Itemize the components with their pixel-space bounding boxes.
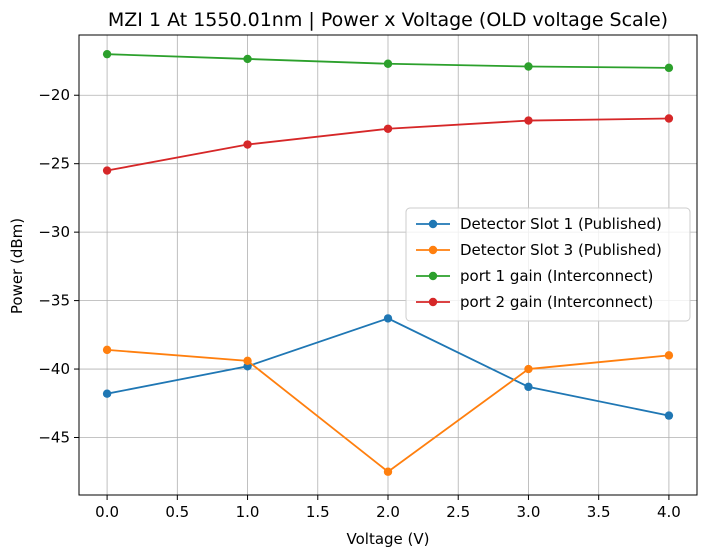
data-point bbox=[383, 124, 393, 133]
legend-marker bbox=[428, 219, 438, 229]
x-tick-label: 2.0 bbox=[376, 503, 400, 521]
x-axis-label: Voltage (V) bbox=[347, 530, 430, 548]
data-point bbox=[383, 59, 393, 68]
legend-marker bbox=[428, 271, 438, 281]
chart-title: MZI 1 At 1550.01nm | Power x Voltage (OL… bbox=[108, 9, 668, 31]
x-tick-label: 3.5 bbox=[587, 503, 611, 521]
legend-marker bbox=[428, 245, 438, 255]
plot-area: 0.0 0.5 1.0 1.5 2.0 2.5 3.0 3.5 4.0 −45 −40 −35 −30 −… bbox=[38, 34, 698, 521]
data-point bbox=[243, 356, 252, 366]
data-point bbox=[383, 314, 393, 323]
data-point bbox=[243, 140, 252, 149]
x-tick-label: 1.0 bbox=[236, 503, 260, 521]
legend-label: port 2 gain (Interconnect) bbox=[460, 293, 653, 311]
x-tick-label: 0.0 bbox=[95, 503, 119, 521]
data-point bbox=[664, 114, 674, 123]
x-tick-label: 4.0 bbox=[657, 503, 681, 521]
data-point bbox=[102, 345, 112, 355]
y-tick-label: −40 bbox=[38, 360, 70, 378]
y-tick-label: −30 bbox=[38, 223, 70, 241]
data-point bbox=[102, 49, 112, 59]
legend-label: Detector Slot 3 (Published) bbox=[460, 241, 662, 259]
legend-label: Detector Slot 1 (Published) bbox=[460, 215, 662, 233]
y-tick-label: −20 bbox=[38, 86, 70, 104]
data-point bbox=[664, 63, 674, 73]
data-point bbox=[524, 382, 533, 392]
y-tick-label: −25 bbox=[38, 155, 70, 173]
y-tick-label: −35 bbox=[38, 292, 70, 310]
x-tick-label: 1.5 bbox=[306, 503, 330, 521]
data-point bbox=[524, 62, 533, 71]
data-point bbox=[664, 411, 674, 420]
data-point bbox=[524, 116, 533, 125]
data-point bbox=[664, 351, 674, 360]
data-point bbox=[383, 467, 393, 476]
legend-box bbox=[405, 207, 691, 322]
legend-marker bbox=[428, 297, 438, 307]
data-point bbox=[102, 389, 112, 398]
data-point bbox=[243, 54, 252, 64]
y-axis-label: Power (dBm) bbox=[8, 218, 26, 314]
data-point bbox=[524, 364, 533, 374]
y-tick-label: −45 bbox=[38, 429, 70, 447]
data-point bbox=[102, 166, 112, 175]
legend-label: port 1 gain (Interconnect) bbox=[460, 267, 653, 285]
x-tick-label: 2.5 bbox=[446, 503, 470, 521]
x-tick-label: 3.0 bbox=[517, 503, 541, 521]
x-tick-label: 0.5 bbox=[165, 503, 189, 521]
